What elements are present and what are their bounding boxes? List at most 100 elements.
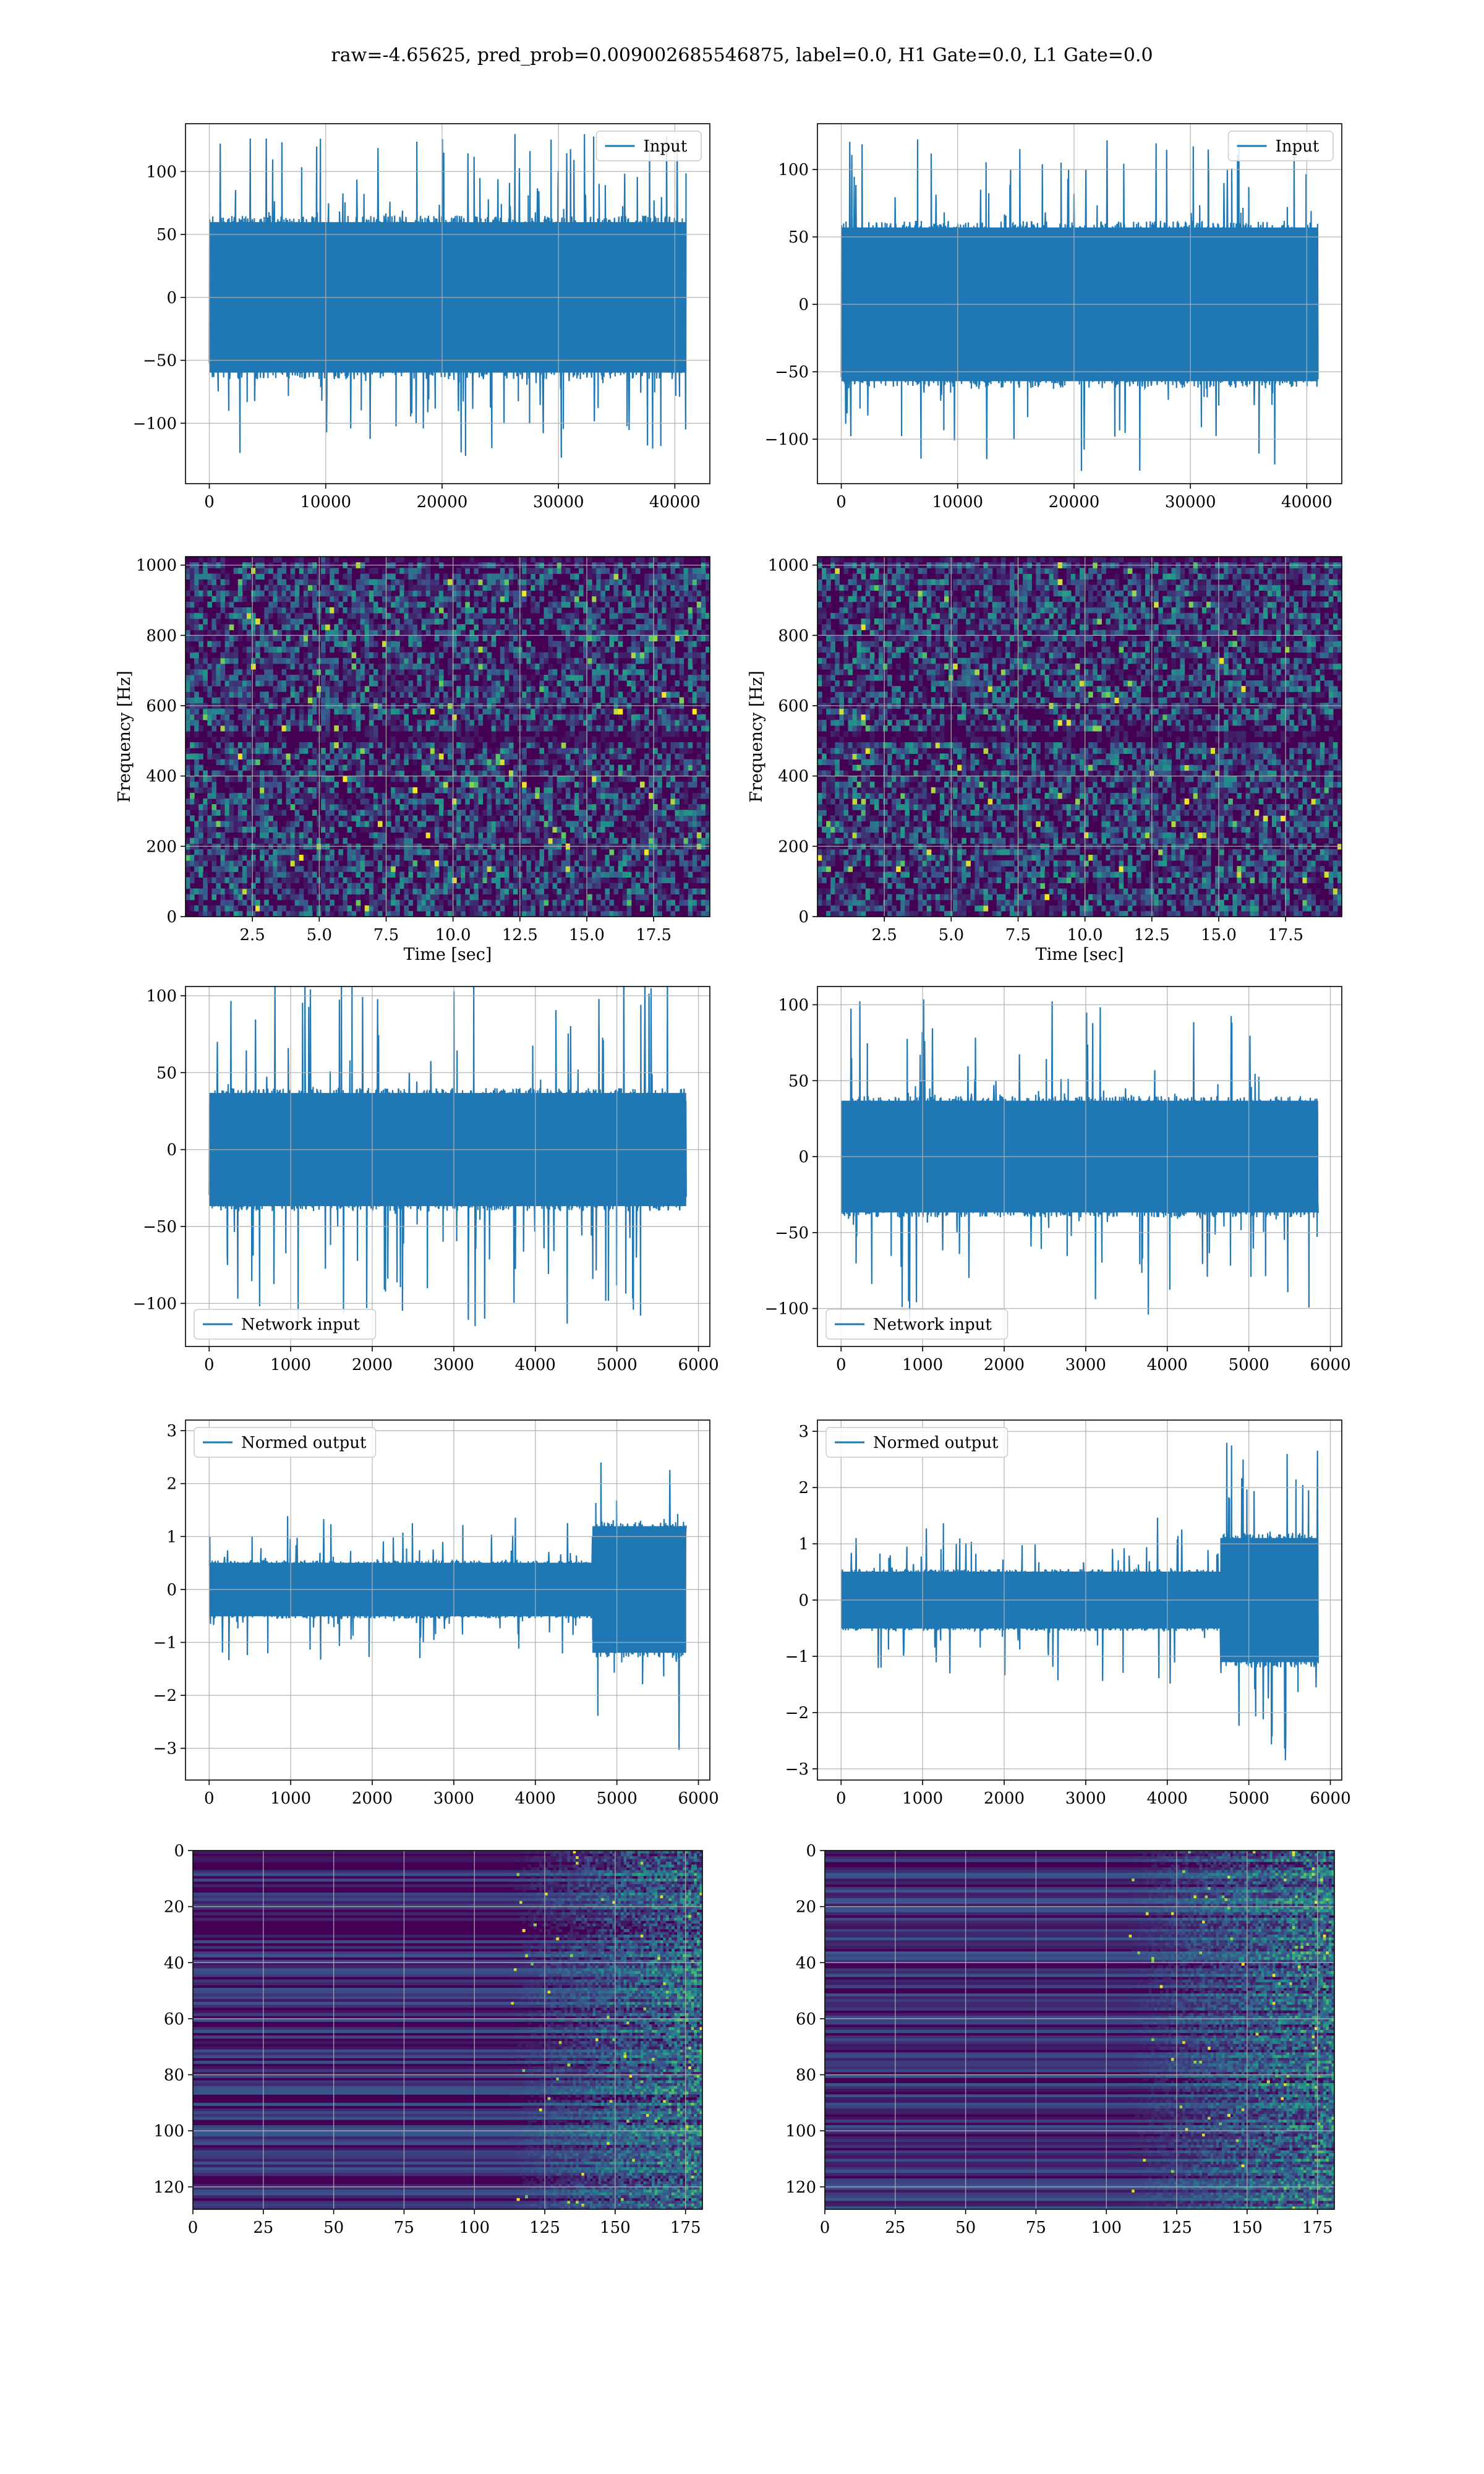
y-tick-label: −2: [153, 1687, 177, 1705]
legend-label: Normed output: [873, 1434, 999, 1452]
y-tick-label: 1000: [136, 557, 177, 575]
grid-lines: [817, 124, 1342, 484]
y-tick-label: 100: [785, 2122, 816, 2141]
y-tick-label: −100: [765, 430, 809, 449]
x-axis-label: Time [sec]: [404, 945, 492, 964]
x-tick-label: 5.0: [307, 926, 332, 944]
series-line: [840, 999, 1319, 1319]
x-tick-label: 2.5: [871, 926, 897, 944]
y-tick-label: 50: [156, 226, 177, 244]
legend-frame: [1227, 131, 1334, 161]
subplot-4: 2.5 5.0 7.5 10.0 12.5 15.0 17.5 0 200 400 600 800 10…: [747, 556, 1342, 964]
y-tick-label: 0: [166, 289, 177, 307]
y-tick-label: 80: [164, 2066, 184, 2085]
axes-frame: [817, 556, 1342, 917]
x-tick-label: 5000: [1229, 1356, 1269, 1374]
grid-lines: [186, 124, 710, 484]
x-tick-label: 1000: [270, 1789, 311, 1808]
y-tick-label: 0: [798, 1148, 809, 1166]
heatmap-cells: [186, 557, 710, 917]
y-tick-label: 120: [785, 2178, 816, 2197]
x-tick-label: 175: [1302, 2219, 1333, 2237]
y-tick-label: 0: [798, 908, 809, 927]
axes-frame: [185, 123, 710, 484]
y-tick-label: 0: [166, 908, 177, 927]
x-tick-label: 12.5: [502, 926, 538, 944]
x-tick-label: 10000: [932, 493, 983, 511]
x-tick-label: 6000: [678, 1789, 719, 1808]
x-tick-label: 7.5: [373, 926, 399, 944]
x-tick-label: 2000: [352, 1789, 393, 1808]
y-tick-label: −3: [785, 1760, 809, 1779]
x-tick-label: 5000: [597, 1789, 638, 1808]
x-tick-label: 10.0: [435, 926, 471, 944]
tick-labels: 0 25 50 75 100 125 150 175 0 20 40 60 80 100 120: [153, 1842, 701, 2237]
y-tick-label: 800: [778, 627, 809, 645]
x-tick-label: 2000: [352, 1356, 393, 1374]
legend: Normed output: [194, 1427, 377, 1458]
x-tick-label: 4000: [515, 1356, 556, 1374]
y-tick-label: −2: [785, 1704, 809, 1723]
x-tick-label: 25: [885, 2219, 905, 2237]
x-tick-label: 0: [188, 2219, 198, 2237]
y-tick-label: 120: [153, 2178, 184, 2197]
x-tick-label: 150: [600, 2219, 631, 2237]
y-tick-label: −1: [785, 1648, 809, 1666]
y-tick-label: 0: [174, 1842, 184, 1860]
x-tick-label: 7.5: [1005, 926, 1031, 944]
x-tick-label: 75: [1026, 2219, 1046, 2237]
y-tick-label: 1000: [768, 557, 809, 575]
tick-labels: 2.5 5.0 7.5 10.0 12.5 15.0 17.5 0 200 400 600 800 10…: [768, 557, 1303, 944]
x-tick-label: 0: [820, 2219, 830, 2237]
axes-frame: [185, 986, 710, 1347]
y-tick-label: −50: [775, 1224, 809, 1243]
y-tick-label: 0: [166, 1141, 177, 1160]
x-tick-label: 150: [1232, 2219, 1263, 2237]
subplot-5: 0 1000 2000 3000 4000 5000 6000 −100 −50 0 50 100 Ne…: [133, 986, 719, 1374]
y-tick-label: 2: [166, 1475, 177, 1494]
y-tick-label: 50: [788, 228, 809, 247]
x-tick-label: 20000: [417, 493, 468, 511]
y-tick-label: 40: [164, 1954, 184, 1972]
x-tick-label: 125: [529, 2219, 560, 2237]
x-tick-label: 15.0: [569, 926, 605, 944]
heatmap-cells: [193, 1851, 702, 2209]
heatmap-cells: [825, 1851, 1334, 2209]
y-tick-label: −50: [775, 363, 809, 382]
y-tick-label: 0: [798, 296, 809, 314]
y-tick-label: −50: [143, 352, 177, 370]
subplot-8: 0 1000 2000 3000 4000 5000 6000 −3 −2 −1 0 1 2 3 Norme…: [785, 1419, 1351, 1808]
axes-frame: [824, 1850, 1335, 2210]
y-tick-label: 0: [166, 1581, 177, 1599]
subplot-6: 0 1000 2000 3000 4000 5000 6000 −100 −50 0 50 100 Ne…: [765, 986, 1351, 1374]
y-tick-label: 100: [146, 163, 177, 181]
tick-labels: 0 10000 20000 30000 40000 −100 −50 0 50 100: [133, 163, 701, 511]
y-tick-label: −100: [133, 1295, 177, 1313]
x-tick-label: 17.5: [636, 926, 672, 944]
x-tick-label: 1000: [902, 1789, 943, 1808]
legend-label: Input: [644, 137, 688, 156]
y-tick-label: 80: [796, 2066, 816, 2085]
y-tick-label: 50: [156, 1064, 177, 1082]
x-tick-label: 50: [323, 2219, 344, 2237]
y-tick-label: 800: [146, 627, 177, 645]
y-axis-label: Frequency [Hz]: [115, 670, 134, 802]
y-tick-label: 100: [146, 987, 177, 1006]
y-tick-label: 200: [778, 837, 809, 856]
subplot-3: 2.5 5.0 7.5 10.0 12.5 15.0 17.5 0 200 400 600 800 10…: [115, 556, 710, 964]
y-tick-label: −1: [153, 1633, 177, 1652]
y-tick-label: 600: [146, 697, 177, 716]
x-axis-label: Time [sec]: [1036, 945, 1124, 964]
x-tick-label: 6000: [678, 1356, 719, 1374]
y-tick-label: 200: [146, 837, 177, 856]
legend-label: Network input: [873, 1316, 992, 1334]
y-tick-label: 100: [778, 161, 809, 179]
y-tick-label: 400: [146, 768, 177, 786]
heatmap-cells: [817, 557, 1342, 917]
y-tick-label: 100: [778, 996, 809, 1014]
x-tick-label: 4000: [515, 1789, 556, 1808]
x-tick-label: 5000: [1229, 1789, 1269, 1808]
y-tick-label: 600: [778, 697, 809, 716]
x-tick-label: 4000: [1147, 1789, 1188, 1808]
